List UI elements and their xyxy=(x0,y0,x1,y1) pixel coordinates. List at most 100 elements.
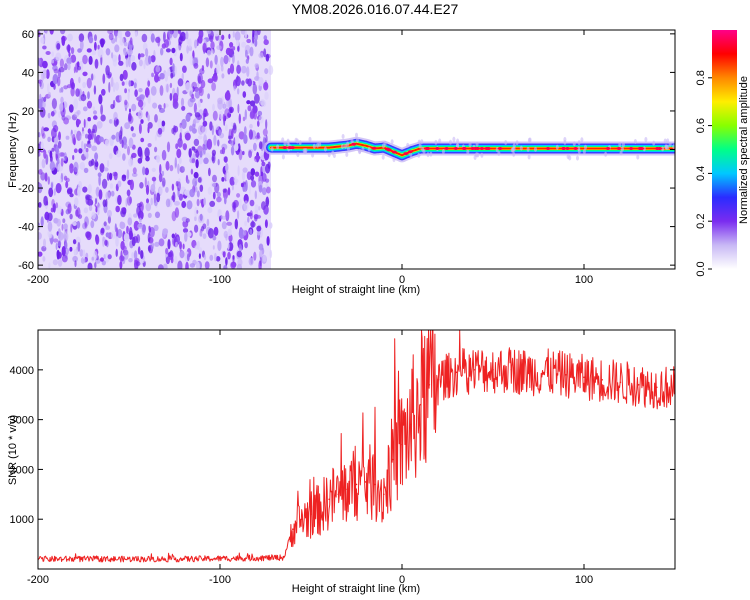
spectrogram-noise-cell xyxy=(172,63,175,72)
spectrogram-noise-cell xyxy=(138,59,143,67)
spectrogram-noise-cell xyxy=(157,264,164,269)
spectrogram-noise-cell xyxy=(106,172,110,181)
spectrogram-noise-cell xyxy=(122,69,128,80)
spectrogram-noise-cell xyxy=(52,73,59,85)
spectrogram-noise-cell xyxy=(130,126,134,132)
snr-data-point xyxy=(328,498,331,501)
spectrogram-noise-cell xyxy=(110,103,115,110)
spectrogram-speckle xyxy=(452,136,456,142)
spectrogram-noise-cell xyxy=(41,158,46,169)
spectrogram-noise-cell xyxy=(117,194,122,206)
spectrogram-noise-cell xyxy=(206,30,212,35)
spectrogram-hotspot xyxy=(351,142,357,146)
spectrogram-noise-cell xyxy=(38,202,42,208)
spectrogram-noise-cell xyxy=(169,82,173,89)
spectrogram-noise-cell xyxy=(210,41,215,50)
spectrogram-noise-cell xyxy=(177,260,183,269)
spectrogram-noise-cell xyxy=(111,52,114,59)
spectrogram-noise-cell xyxy=(213,135,217,146)
spectrogram-noise-cell xyxy=(154,134,157,141)
spectrogram-noise-cell xyxy=(269,222,273,229)
spectrogram-noise-cell xyxy=(81,131,85,137)
spectrogram-noise-cell xyxy=(145,184,150,195)
spectrogram-noise-cell xyxy=(103,254,106,260)
spectrogram-noise-cell xyxy=(178,193,183,201)
spectrogram-noise-cell xyxy=(159,85,164,96)
spectrogram-noise-cell xyxy=(60,157,64,167)
spectrogram-noise-cell xyxy=(167,67,171,77)
snr-data-point xyxy=(255,557,258,559)
spectrogram-noise-cell xyxy=(129,226,133,238)
spectrogram-noise-cell xyxy=(251,32,255,44)
spectrogram-noise-cell xyxy=(161,120,166,127)
spectrogram-hotspot xyxy=(497,147,503,150)
spectrogram-noise-cell xyxy=(147,80,151,87)
spectrogram-noise-cell xyxy=(79,135,82,141)
spectrogram-noise-cell xyxy=(60,86,64,93)
spectrogram-noise-cell xyxy=(194,39,198,49)
spectrogram-noise-cell xyxy=(45,51,51,55)
spectrogram-noise-cell xyxy=(105,65,110,76)
spectrogram-noise-cell xyxy=(264,91,269,100)
spectrogram-noise-cell xyxy=(265,53,270,62)
spectrogram-noise-cell xyxy=(150,33,155,43)
snr-data-point xyxy=(510,369,512,371)
spectrogram-noise-cell xyxy=(237,88,240,95)
spectrogram-noise-cell xyxy=(101,178,108,189)
spectrogram-noise-cell xyxy=(154,114,158,123)
spectrogram-noise-cell xyxy=(196,190,200,198)
spectrogram-noise-cell xyxy=(93,85,97,95)
spectrogram-plot-area xyxy=(38,30,675,269)
spectrogram-speckle xyxy=(576,155,579,161)
spectrogram-noise-cell xyxy=(94,58,99,69)
spectrogram-noise-cell xyxy=(207,186,212,195)
spectrogram-noise-cell xyxy=(59,152,65,157)
spectrogram-noise-cell xyxy=(263,81,269,91)
spectrogram-noise-cell xyxy=(171,47,176,54)
spectrogram-noise-cell xyxy=(125,80,128,85)
spectrogram-noise-cell xyxy=(91,145,98,152)
spectrogram-noise-cell xyxy=(254,135,261,140)
spectrogram-noise-cell xyxy=(66,57,73,65)
snr-data-point xyxy=(565,374,567,376)
spectrogram-noise-cell xyxy=(95,235,100,245)
spectrogram-noise-cell xyxy=(156,192,161,203)
spectrogram-noise-cell xyxy=(138,123,142,134)
spectrogram-noise-cell xyxy=(260,171,264,177)
spectrogram-noise-cell xyxy=(83,207,89,214)
spectrogram-speckle xyxy=(281,154,285,160)
spectrogram-speckle xyxy=(604,151,608,157)
spectrogram-noise-cell xyxy=(221,73,225,79)
spectrogram-noise-cell xyxy=(203,157,209,165)
spectrogram-noise-cell xyxy=(189,188,195,198)
spectrogram-speckle xyxy=(577,140,581,146)
spectrogram-noise-cell xyxy=(127,217,133,226)
spectrogram-noise-cell xyxy=(225,170,230,182)
spectrogram-noise-cell xyxy=(215,255,221,262)
spectrogram-noise-cell xyxy=(249,210,253,220)
spectrogram-noise-cell xyxy=(232,46,236,51)
spectrogram-noise-cell xyxy=(229,63,235,74)
spectrogram-noise-cell xyxy=(191,128,197,134)
spectrogram-noise-cell xyxy=(190,168,194,175)
spectrogram-noise-cell xyxy=(197,177,202,183)
spectrogram-noise-cell xyxy=(47,83,50,94)
spectrogram-speckle xyxy=(577,146,581,152)
spectrogram-noise-cell xyxy=(145,48,149,57)
spectrogram-noise-cell xyxy=(265,178,270,183)
spectrogram-noise-cell xyxy=(254,190,257,200)
spectrogram-speckle xyxy=(534,146,537,152)
spectrogram-noise-cell xyxy=(120,240,125,251)
spectrogram-noise-cell xyxy=(128,158,134,167)
spectrogram-speckle xyxy=(456,143,460,149)
spectrogram-noise-cell xyxy=(137,246,141,255)
spectrogram-noise-cell xyxy=(211,149,216,156)
spectrogram-noise-cell xyxy=(112,59,118,67)
spectrogram-noise-cell xyxy=(172,30,178,39)
spectrogram-speckle xyxy=(417,139,421,145)
spectrogram-noise-cell xyxy=(115,32,118,43)
spectrogram-speckle xyxy=(661,146,665,152)
spectrogram-noise-cell xyxy=(127,56,131,68)
spectrogram-noise-cell xyxy=(182,243,185,250)
spectrogram-noise-cell xyxy=(128,258,133,263)
